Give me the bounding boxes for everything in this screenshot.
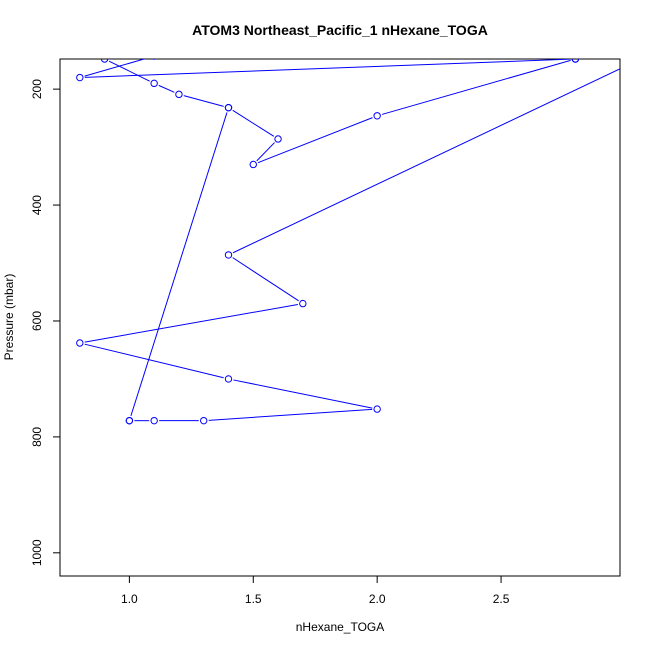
x-tick-label: 2.5 <box>493 592 510 606</box>
series-line-segment <box>232 257 299 302</box>
series-line-segment <box>84 343 224 379</box>
series-line-segment <box>208 408 373 421</box>
data-point <box>224 375 233 383</box>
plot-area <box>76 32 650 425</box>
x-tick-label: 1.0 <box>121 592 138 606</box>
series-line-segment <box>256 142 275 162</box>
y-axis-label: Pressure (mbar) <box>2 274 16 361</box>
y-tick-label: 200 <box>30 79 44 99</box>
data-point <box>151 59 157 60</box>
data-point <box>224 103 233 112</box>
series-line-segment <box>130 112 228 417</box>
series-line-segment <box>232 109 275 137</box>
series-line-segment <box>84 59 571 78</box>
series-line-segment <box>232 68 620 254</box>
series-line-segment <box>381 59 571 115</box>
series-line-segment <box>233 379 373 409</box>
data-point <box>299 299 307 308</box>
data-point <box>76 339 84 347</box>
x-tick-label: 1.5 <box>245 592 262 606</box>
data-point <box>274 135 282 143</box>
chart-title: ATOM3 Northeast_Pacific_1 nHexane_TOGA <box>192 22 488 38</box>
data-point <box>100 59 109 63</box>
x-axis-label: nHexane_TOGA <box>296 620 385 634</box>
data-point <box>175 90 183 99</box>
y-tick-label: 400 <box>30 195 44 215</box>
data-point <box>76 73 84 82</box>
y-tick-label: 1000 <box>30 539 44 566</box>
plot-frame <box>59 58 621 577</box>
series-line-segment <box>108 60 150 82</box>
data-point <box>373 405 381 413</box>
x-tick-label: 2.0 <box>369 592 386 606</box>
series-line-segment <box>84 59 146 77</box>
y-tick-label: 800 <box>30 427 44 447</box>
data-point <box>249 160 257 169</box>
x-axis: 1.0 1.5 2.0 2.5 <box>121 575 510 606</box>
data-point <box>150 416 158 425</box>
series-line-segment <box>580 32 650 58</box>
series-line-segment <box>183 95 224 107</box>
data-point <box>571 59 580 63</box>
series-line-segment <box>84 303 298 343</box>
data-point <box>373 112 381 120</box>
y-axis: 200 400 600 800 1000 <box>30 79 61 566</box>
series-line-segment <box>257 117 373 164</box>
series-line-segment <box>158 84 175 93</box>
data-point <box>224 251 233 259</box>
y-tick-label: 600 <box>30 311 44 331</box>
data-point <box>200 416 208 425</box>
series-line-segment <box>109 59 114 60</box>
data-point <box>125 416 134 425</box>
data-point <box>150 79 158 88</box>
